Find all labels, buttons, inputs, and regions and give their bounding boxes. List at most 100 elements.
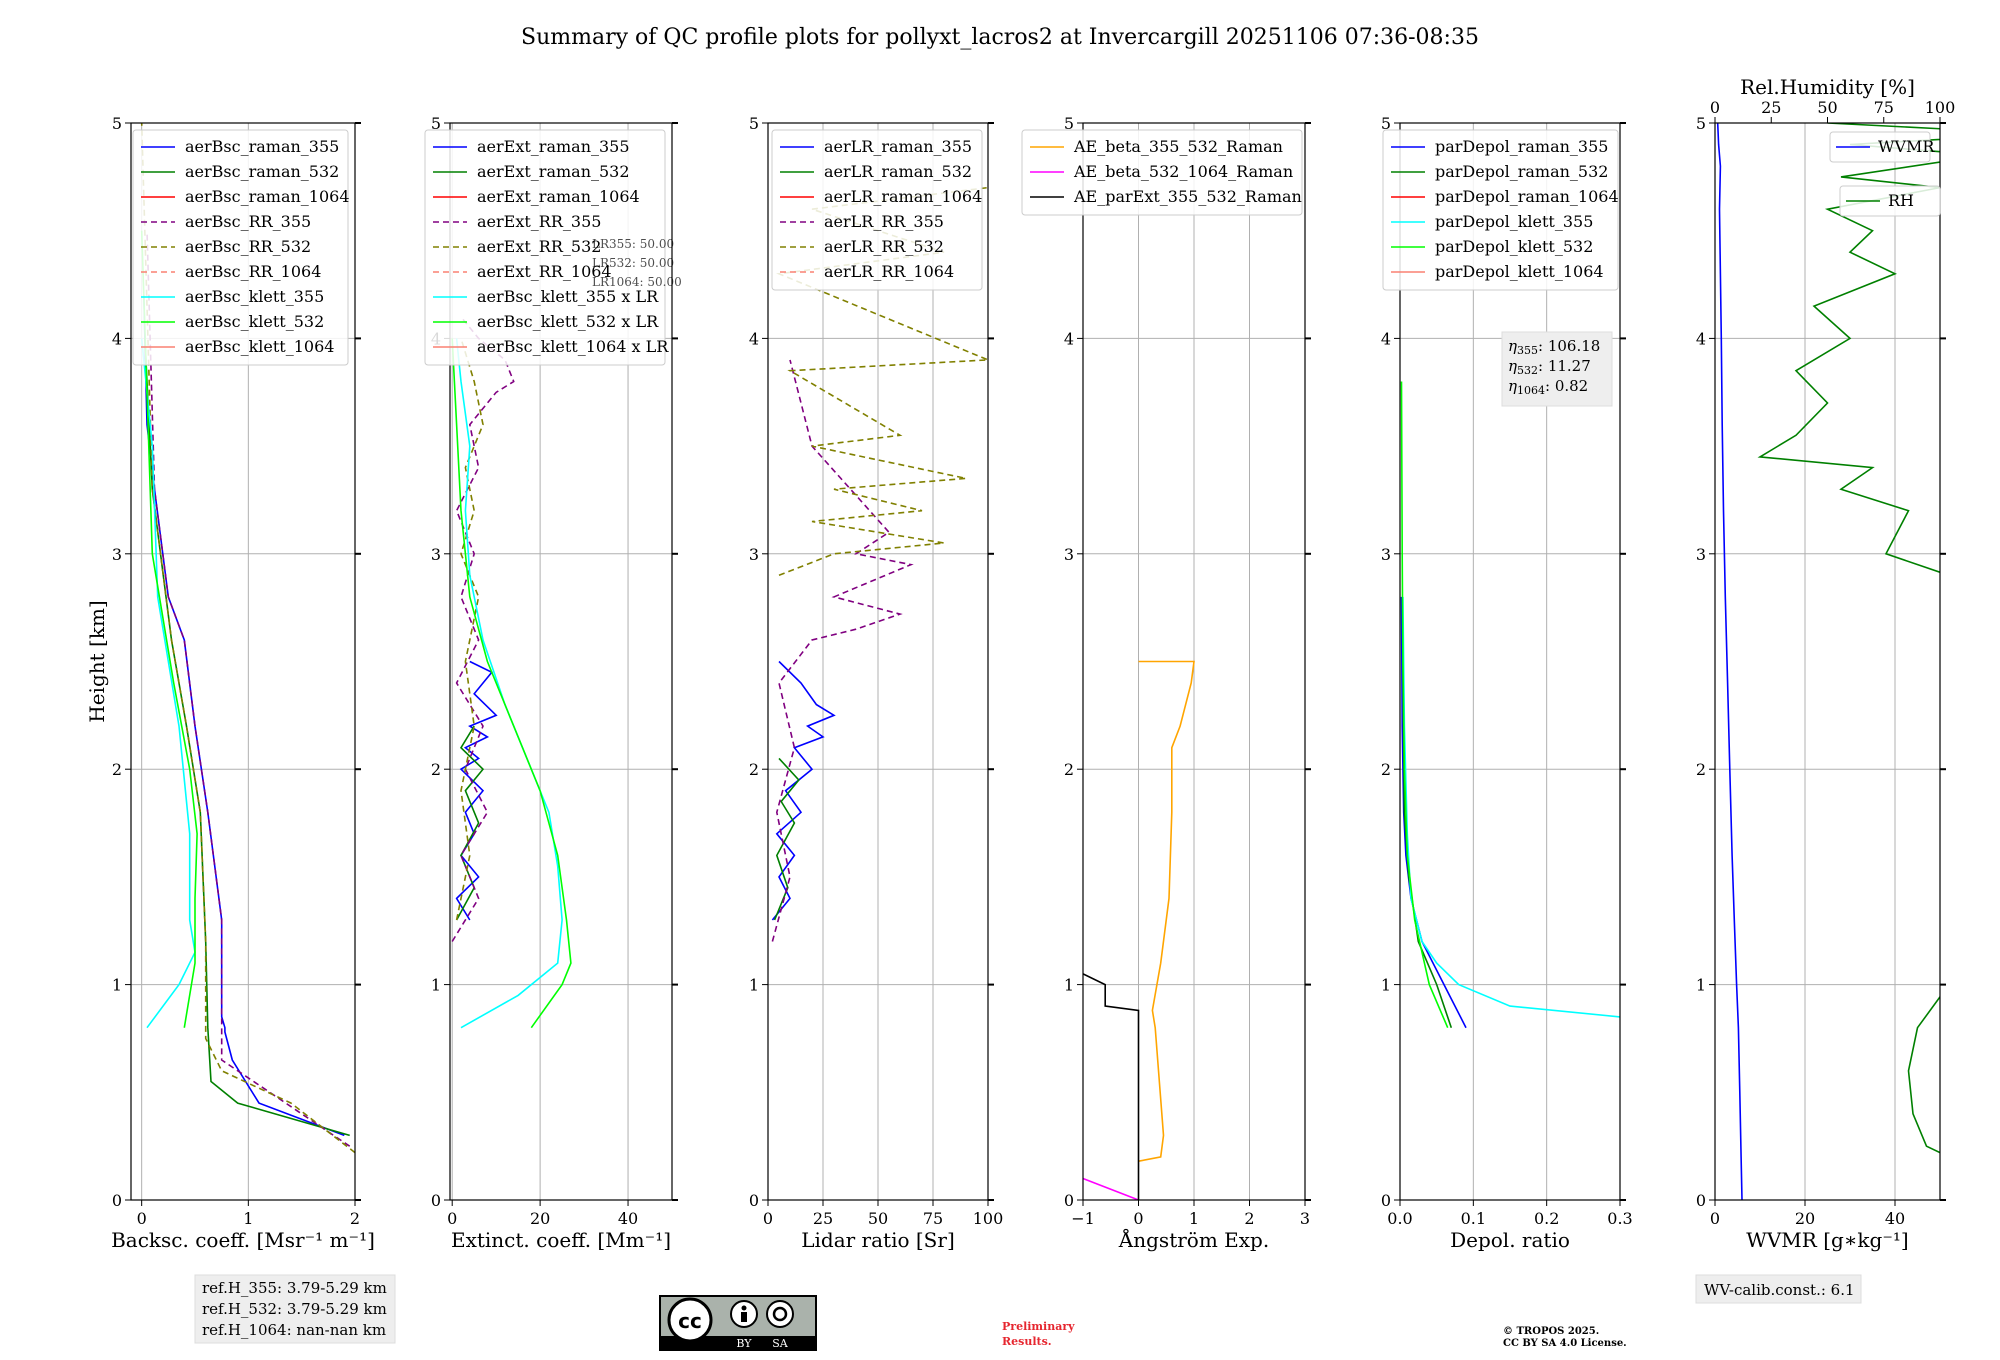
figure-title: Summary of QC profile plots for pollyxt_… [521,25,1479,50]
legend-box [132,129,349,366]
y-axis-label: Height [km] [85,600,109,722]
wv-calib-text: WV-calib.const.: 6.1 [1704,1281,1855,1299]
legend-lidar_ratio: aerLR_raman_355 aerLR_raman_532 aerLR_rama… [771,129,983,291]
series-line-parDepol_raman_355 [1400,596,1467,1029]
series-line-aerBsc_klett_532 x LR [451,338,572,1029]
legend-label: aerLR_raman_532 [824,162,972,181]
lr-label: LR1064: 50.00 [592,275,682,289]
legend-label: aerLR_raman_1064 [824,187,982,206]
top-x-tick-label: 50 [1817,98,1837,117]
axes-frame [1714,122,1941,1201]
series-line-aerBsc_raman_532 [144,338,350,1137]
axes-frame [449,122,673,1201]
y-tick-label: 3 [431,545,441,564]
legend-label: aerBsc_klett_355 x LR [477,287,659,306]
x-tick-label: 0.1 [1461,1209,1486,1228]
legend-label: AE_parExt_355_532_Raman [1073,187,1302,206]
y-tick-label: 0 [1696,1191,1706,1210]
series-group [1400,381,1620,1029]
series-group [451,316,572,1029]
x-tick-label: 100 [973,1209,1004,1228]
series-line-RH [1757,123,1940,1154]
y-tick-label: 0 [749,1191,759,1210]
y-tick-label: 3 [112,545,122,564]
eta-532: η532: 11.27 [1508,357,1591,377]
y-tick-label: 5 [1064,114,1074,133]
legend-label: RH [1888,191,1914,210]
legend-label: aerExt_raman_355 [477,137,630,156]
legend-label: parDepol_raman_532 [1435,162,1608,181]
legend-label: aerBsc_klett_1064 x LR [477,337,669,356]
x-axis-label: Depol. ratio [1450,1228,1570,1252]
y-tick-label: 1 [1696,976,1706,995]
x-axis-label: Backsc. coeff. [Msr⁻¹ m⁻¹] [111,1228,375,1252]
y-tick-label: 0 [1381,1191,1391,1210]
series-group [1083,660,1195,1200]
legend-box [1839,185,1941,217]
x-tick-label: 0 [447,1209,457,1228]
y-tick-label: 1 [1381,976,1391,995]
y-tick-label: 3 [1064,545,1074,564]
y-tick-label: 4 [1696,329,1706,348]
x-tick-label: 75 [923,1209,943,1228]
series-line-aerExt_raman_355 [455,660,498,921]
legend-label: aerExt_RR_1064 [477,262,612,281]
series-line-aerLR_RR_355 [771,359,914,942]
legend-label: aerLR_RR_1064 [824,262,954,281]
series-line-parDepol_klett_355 [1402,596,1620,1018]
y-tick-label: 2 [112,760,122,779]
y-tick-label: 0 [112,1191,122,1210]
legend-label: parDepol_klett_1064 [1435,262,1604,281]
legend-label: aerBsc_RR_355 [185,212,311,231]
y-tick-label: 5 [112,114,122,133]
legend-box [1829,131,1931,163]
legend-label: aerBsc_RR_532 [185,237,311,256]
x-tick-label: 0 [1710,1209,1720,1228]
sa-share-icon [766,1300,794,1328]
top-x-tick-label: 75 [1874,98,1894,117]
top-x-tick-label: 0 [1710,98,1720,117]
y-tick-label: 3 [1381,545,1391,564]
legend-depol: parDepol_raman_355 parDepol_raman_532 parD… [1382,129,1619,291]
legend-label: aerBsc_raman_532 [185,162,339,181]
legend-box [424,129,666,366]
legend-label: aerExt_raman_1064 [477,187,640,206]
ref-height-532: ref.H_532: 3.79-5.29 km [202,1300,387,1318]
lr-label: LR532: 50.00 [592,256,674,270]
series-line-aerExt_RR_355 [451,316,515,942]
x-tick-label: 1 [1189,1209,1199,1228]
eta-1064: η1064: 0.82 [1508,377,1588,397]
y-tick-label: 4 [1064,329,1074,348]
cc-sa-label: SA [772,1337,789,1350]
y-tick-label: 1 [749,976,759,995]
x-axis-label: Lidar ratio [Sr] [801,1228,955,1252]
y-tick-label: 2 [1381,760,1391,779]
axes-frame [130,122,356,1201]
legend-label: aerLR_raman_355 [824,137,972,156]
y-tick-label: 4 [1381,329,1391,348]
results-label: Results. [1002,1335,1052,1348]
legend-label: AE_beta_355_532_Raman [1073,137,1283,156]
x-tick-label: 0 [137,1209,147,1228]
series-line-aerBsc_RR_532 [140,123,355,1154]
x-tick-label: 20 [530,1209,550,1228]
series-group [771,186,988,942]
legend-label: parDepol_raman_355 [1435,137,1608,156]
series-line-AE_beta_355_532_Raman [1138,660,1195,1162]
axes-frame [767,122,989,1201]
series-group [140,123,355,1154]
x-tick-label: 1 [243,1209,253,1228]
x-tick-label: 0.3 [1607,1209,1632,1228]
x-tick-label: 3 [1300,1209,1310,1228]
x-tick-label: 20 [1795,1209,1815,1228]
x-tick-label: −1 [1071,1209,1095,1228]
legend-extinction: aerExt_raman_355 aerExt_raman_532 aerExt_r… [424,129,669,366]
copyright-line-2: CC BY SA 4.0 License. [1503,1338,1627,1349]
series-line-AE_beta_532_1064_Raman [1083,1177,1139,1200]
x-tick-label: 0 [1133,1209,1143,1228]
